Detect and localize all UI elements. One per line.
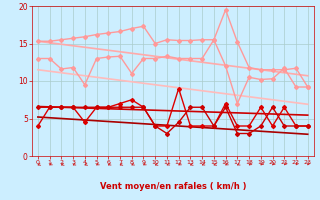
X-axis label: Vent moyen/en rafales ( km/h ): Vent moyen/en rafales ( km/h ) [100, 182, 246, 191]
